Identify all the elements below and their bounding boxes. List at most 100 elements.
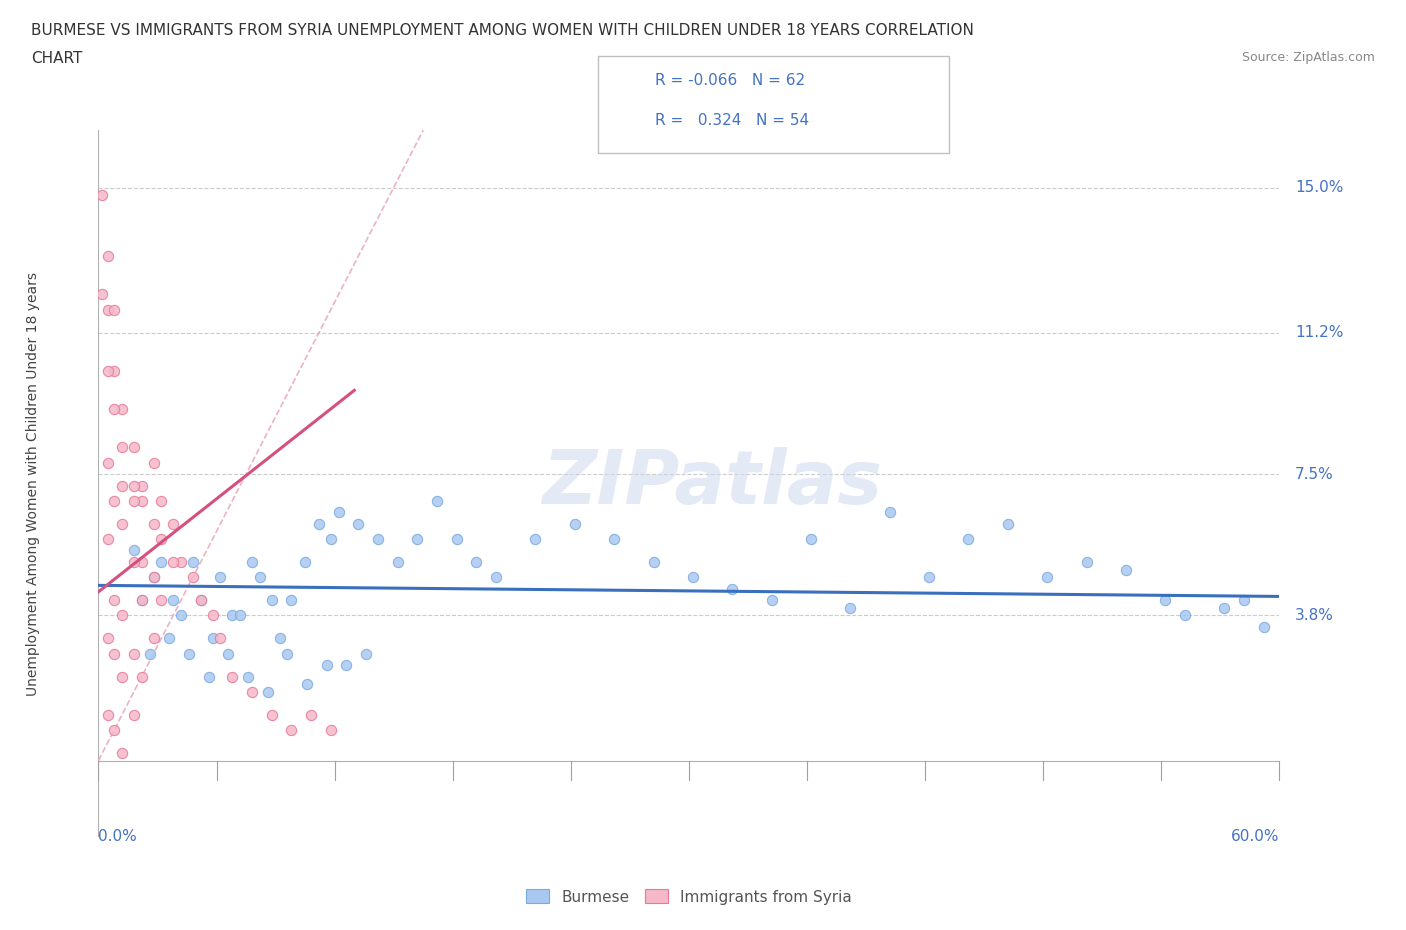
Point (177, 646, 200, 661)
Point (465, 554, 488, 569)
Point (1174, 608, 1197, 623)
Point (1233, 592, 1256, 607)
Point (879, 505, 901, 520)
Point (103, 402, 125, 417)
Point (103, 592, 125, 607)
Point (190, 592, 212, 607)
Point (295, 677, 318, 692)
Point (97, 249, 120, 264)
Point (162, 554, 184, 569)
Point (131, 478, 153, 493)
Point (111, 402, 134, 417)
Point (142, 570, 165, 585)
Point (269, 631, 291, 645)
Point (162, 592, 184, 607)
Point (170, 554, 193, 569)
Point (236, 669, 259, 684)
Point (240, 684, 263, 699)
Point (122, 493, 145, 508)
Point (319, 723, 342, 737)
Point (162, 516, 184, 531)
Point (319, 532, 342, 547)
Point (103, 364, 125, 379)
Point (564, 516, 586, 531)
Text: 0.0%: 0.0% (98, 830, 138, 844)
Text: 11.2%: 11.2% (1295, 326, 1344, 340)
Point (111, 478, 134, 493)
Point (91, 188, 114, 203)
Text: 15.0%: 15.0% (1295, 180, 1344, 195)
Point (181, 554, 204, 569)
Point (682, 570, 704, 585)
Point (1154, 592, 1177, 607)
Point (131, 669, 153, 684)
Text: CHART: CHART (31, 51, 83, 66)
Point (122, 708, 145, 723)
Point (103, 302, 125, 317)
Point (299, 708, 322, 723)
Point (142, 570, 165, 585)
Point (1036, 570, 1059, 585)
Point (603, 532, 626, 547)
Point (142, 455, 165, 470)
Point (280, 592, 302, 607)
Point (426, 493, 449, 508)
Point (280, 723, 302, 737)
Point (97, 708, 120, 723)
Point (1076, 554, 1098, 569)
Point (150, 532, 173, 547)
Point (122, 646, 145, 661)
Point (103, 646, 125, 661)
Point (111, 608, 134, 623)
Point (335, 658, 357, 672)
Point (1115, 562, 1137, 577)
Point (142, 516, 165, 531)
Point (229, 608, 252, 623)
Point (276, 646, 298, 661)
Point (170, 608, 193, 623)
Point (131, 493, 153, 508)
Text: BURMESE VS IMMIGRANTS FROM SYRIA UNEMPLOYMENT AMONG WOMEN WITH CHILDREN UNDER 18: BURMESE VS IMMIGRANTS FROM SYRIA UNEMPLO… (31, 23, 974, 38)
Point (201, 608, 224, 623)
Text: Unemployment Among Women with Children Under 18 years: Unemployment Among Women with Children U… (27, 272, 41, 696)
Point (122, 543, 145, 558)
Text: R = -0.066   N = 62: R = -0.066 N = 62 (655, 73, 806, 88)
Legend: Burmese, Immigrants from Syria: Burmese, Immigrants from Syria (520, 884, 858, 910)
Point (111, 440, 134, 455)
Point (249, 570, 271, 585)
Point (1213, 601, 1236, 616)
Text: 3.8%: 3.8% (1295, 608, 1334, 623)
Point (150, 592, 173, 607)
Point (103, 493, 125, 508)
Point (524, 532, 547, 547)
Point (997, 516, 1019, 531)
Point (761, 592, 783, 607)
Point (406, 532, 429, 547)
Point (157, 631, 180, 645)
Point (328, 505, 350, 520)
Point (485, 570, 508, 585)
Point (367, 532, 389, 547)
Point (150, 554, 173, 569)
Point (256, 684, 278, 699)
Point (197, 669, 219, 684)
Text: Source: ZipAtlas.com: Source: ZipAtlas.com (1241, 51, 1375, 64)
Point (131, 592, 153, 607)
Point (221, 669, 243, 684)
Point (446, 532, 468, 547)
Text: R =   0.324   N = 54: R = 0.324 N = 54 (655, 113, 810, 128)
Point (308, 516, 330, 531)
Point (800, 532, 823, 547)
Point (957, 532, 980, 547)
Point (643, 554, 665, 569)
Point (131, 554, 153, 569)
Point (97, 455, 120, 470)
Point (122, 440, 145, 455)
Point (97, 302, 120, 317)
Point (260, 708, 283, 723)
Point (839, 601, 862, 616)
Point (91, 287, 114, 302)
Point (240, 554, 263, 569)
Point (150, 493, 173, 508)
Point (131, 592, 153, 607)
